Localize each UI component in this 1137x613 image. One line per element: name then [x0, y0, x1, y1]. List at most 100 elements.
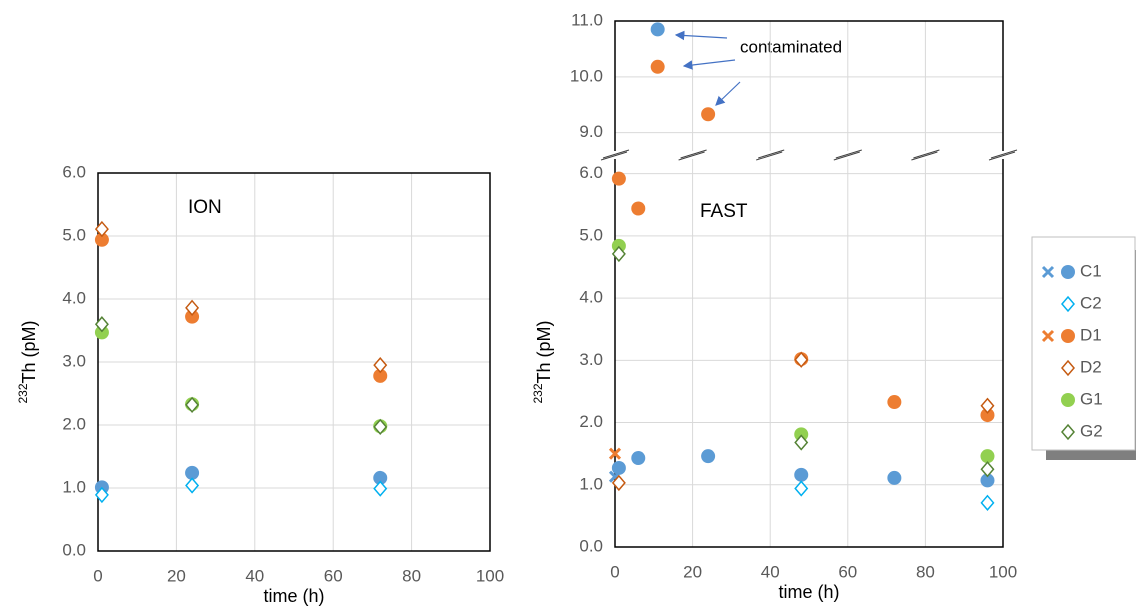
y-tick-label: 5.0 — [579, 225, 603, 244]
point — [94, 220, 109, 238]
y-axis-label: 232Th (pM) — [531, 320, 554, 403]
point — [185, 396, 200, 413]
point — [611, 474, 626, 492]
point — [701, 449, 716, 464]
break-mark — [602, 149, 630, 159]
point — [794, 351, 809, 368]
point — [980, 408, 995, 423]
y-tick-label: 1.0 — [579, 474, 603, 493]
x-tick-label: 60 — [838, 562, 857, 581]
point — [980, 494, 995, 511]
point — [980, 461, 995, 478]
x-tick-label: 80 — [402, 566, 421, 585]
plot-frame — [614, 20, 1004, 548]
x-tick-label: 20 — [683, 562, 702, 581]
point — [94, 232, 109, 247]
break-mark — [913, 149, 940, 159]
y-tick-label: 0.0 — [579, 536, 603, 555]
break-mark — [756, 151, 783, 161]
x-tick-label: 40 — [245, 566, 264, 585]
point — [185, 465, 200, 480]
y-axis-label: 232Th (pM) — [16, 320, 39, 403]
point — [631, 201, 646, 216]
break-mark — [680, 149, 707, 159]
point — [608, 447, 622, 460]
y-tick-label: 3.0 — [62, 351, 86, 370]
break-mark — [833, 151, 860, 161]
break-mark — [911, 151, 938, 161]
x-tick-label: 0 — [610, 562, 619, 581]
point — [980, 449, 995, 464]
point — [794, 480, 809, 497]
legend-marker — [1041, 265, 1055, 279]
legend-label: G2 — [1080, 421, 1103, 440]
x-tick-label: 40 — [761, 562, 780, 581]
legend-marker — [1061, 393, 1075, 407]
point — [980, 473, 995, 488]
x-tick-label: 80 — [916, 562, 935, 581]
point — [701, 107, 716, 122]
x-tick-label: 0 — [93, 566, 102, 585]
legend-marker — [1061, 423, 1075, 441]
point — [94, 316, 109, 333]
y-tick-label: 0.0 — [62, 540, 86, 559]
y-tick-label: 9.0 — [579, 122, 603, 141]
y-tick-label: 4.0 — [579, 288, 603, 307]
x-tick-label: 100 — [989, 562, 1017, 581]
point — [373, 470, 388, 485]
legend-label: D2 — [1080, 357, 1102, 376]
y-tick-label: 3.0 — [579, 350, 603, 369]
point — [980, 397, 995, 414]
y-tick-label: 5.0 — [62, 225, 86, 244]
point — [185, 477, 200, 494]
y-tick-label: 2.0 — [579, 412, 603, 431]
annotation: contaminated — [740, 37, 842, 56]
break-mark — [758, 149, 785, 159]
point — [185, 309, 200, 324]
break-mark — [678, 151, 705, 161]
plot-frame — [97, 172, 491, 552]
y-tick-label: 11.0 — [571, 10, 603, 29]
y-tick-label: 1.0 — [62, 477, 86, 496]
legend-label: C1 — [1080, 261, 1102, 280]
break-mark — [835, 149, 862, 159]
y-tick-label: 10.0 — [570, 66, 603, 85]
point — [611, 245, 626, 263]
point — [185, 299, 200, 316]
x-tick-label: 60 — [324, 566, 343, 585]
point — [373, 368, 388, 383]
legend-marker — [1041, 329, 1055, 343]
y-axis-label-sup: 232 — [531, 383, 545, 403]
point — [887, 470, 902, 485]
y-axis-label-main: Th (pM) — [534, 320, 554, 383]
y-tick-label: 2.0 — [62, 414, 86, 433]
x-tick-label: 100 — [476, 566, 504, 585]
y-tick-label: 6.0 — [62, 162, 86, 181]
legend-marker — [1061, 295, 1075, 313]
annotation-arrows — [674, 30, 741, 106]
point — [373, 356, 388, 374]
break-mark — [990, 149, 1018, 159]
y-axis-label-sup: 232 — [16, 383, 30, 403]
x-axis-label: time (h) — [778, 582, 839, 602]
point — [373, 418, 388, 436]
legend-marker — [1061, 329, 1075, 343]
point — [94, 486, 109, 504]
x-tick-label: 20 — [167, 566, 186, 585]
legend-marker — [1061, 265, 1075, 279]
y-tick-label: 4.0 — [62, 288, 86, 307]
x-axis-label: time (h) — [263, 586, 324, 606]
point — [650, 22, 665, 37]
legend-label: D1 — [1080, 325, 1102, 344]
panel-label: ION — [188, 197, 222, 218]
point — [94, 325, 109, 340]
y-axis-label-main: Th (pM) — [19, 320, 39, 383]
legend-marker — [1061, 359, 1075, 377]
y-tick-label: 6.0 — [579, 163, 603, 182]
panel-label: FAST — [700, 201, 748, 222]
point — [650, 59, 665, 74]
point — [611, 460, 626, 475]
point — [611, 171, 626, 186]
legend-label: C2 — [1080, 293, 1102, 312]
